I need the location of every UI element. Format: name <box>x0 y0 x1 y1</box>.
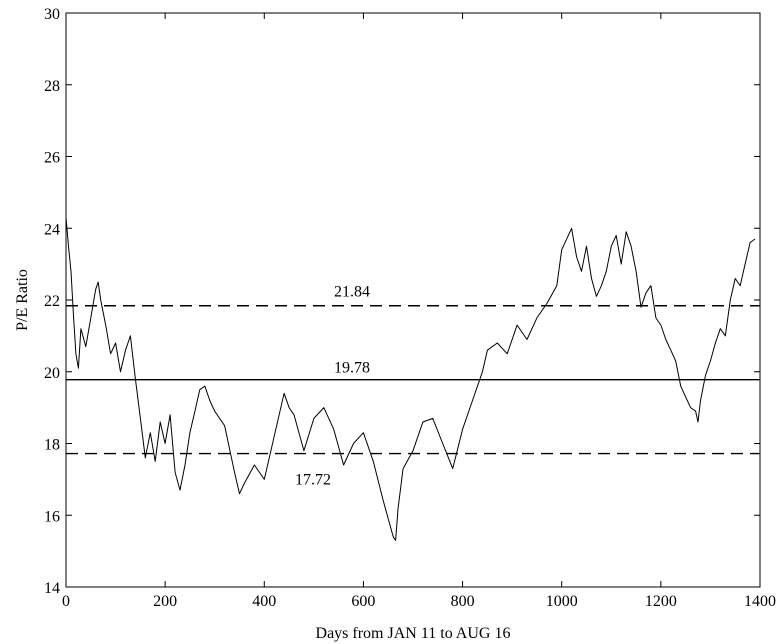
series-line <box>65 217 756 541</box>
x-tick-label: 200 <box>153 593 177 610</box>
x-tick-label: 1400 <box>744 593 776 610</box>
y-tick-label: 16 <box>44 508 60 525</box>
series-layer <box>65 217 756 541</box>
y-tick-label: 30 <box>44 6 60 23</box>
y-tick-label: 26 <box>44 150 60 167</box>
plot-area <box>65 12 761 588</box>
reference-lines: 21.84 19.78 17.72 <box>66 284 760 489</box>
y-tick-label: 22 <box>44 293 60 310</box>
y-tick-label: 20 <box>44 365 60 382</box>
reference-line-label: 19.78 <box>334 360 370 377</box>
x-tick-label: 800 <box>451 593 475 610</box>
x-tick-label: 0 <box>62 593 70 610</box>
x-tick-label: 1000 <box>546 593 578 610</box>
x-axis: 0 200 400 600 800 1000 1200 1400 <box>62 13 776 610</box>
y-axis: 14 16 18 20 22 24 26 28 30 <box>44 6 760 597</box>
y-tick-label: 18 <box>44 437 60 454</box>
y-axis-label: P/E Ratio <box>14 269 31 331</box>
axes-frame <box>65 12 761 588</box>
x-tick-label: 600 <box>351 593 375 610</box>
x-axis-label: Days from JAN 11 to AUG 16 <box>316 625 511 642</box>
reference-line-label: 17.72 <box>295 472 331 489</box>
y-tick-label: 28 <box>44 78 60 95</box>
reference-line-label: 21.84 <box>334 284 370 301</box>
x-tick-label: 400 <box>252 593 276 610</box>
y-tick-label: 14 <box>44 580 60 597</box>
y-tick-label: 24 <box>44 221 60 238</box>
x-tick-label: 1200 <box>645 593 677 610</box>
